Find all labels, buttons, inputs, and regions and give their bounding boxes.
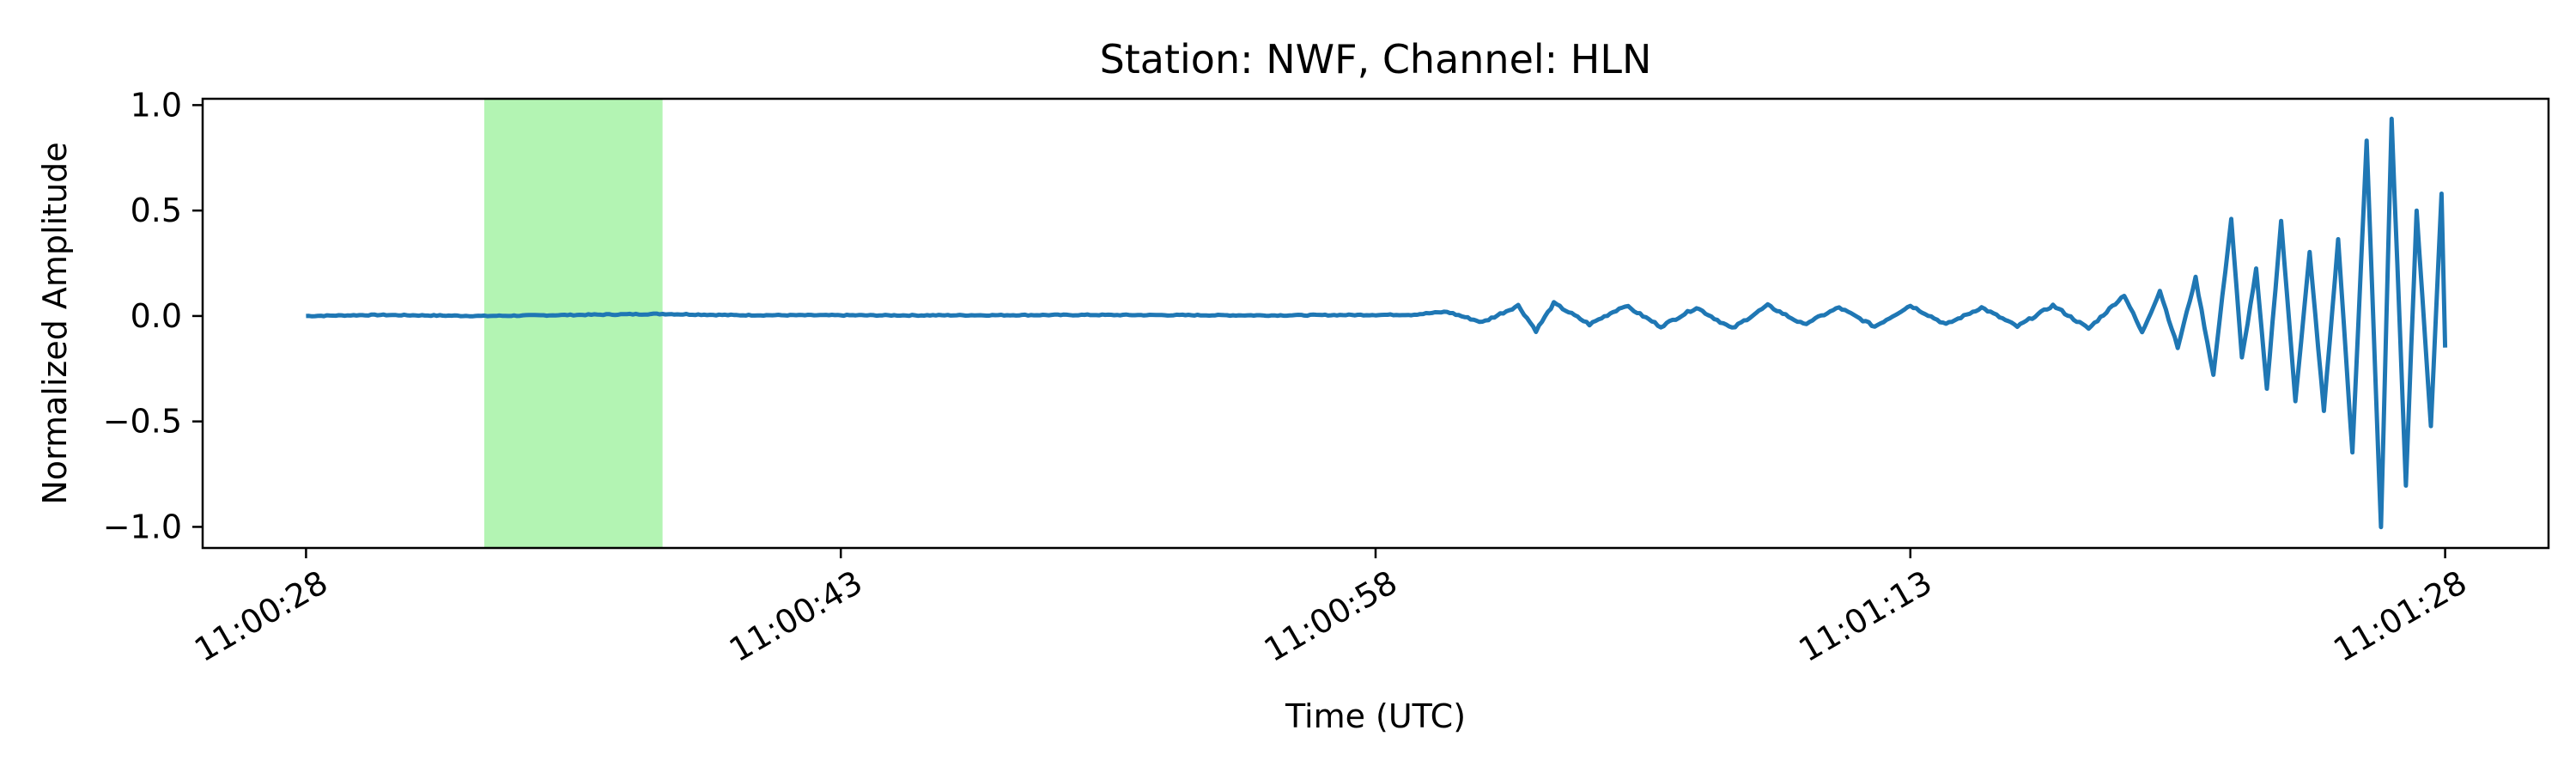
- highlight-region: [484, 99, 663, 548]
- y-tick-label: 0.5: [131, 192, 182, 229]
- y-axis-label: Normalized Amplitude: [36, 142, 74, 504]
- y-tick-label: −1.0: [103, 508, 182, 545]
- y-tick-label: −0.5: [103, 403, 182, 441]
- chart-title: Station: NWF, Channel: HLN: [1100, 36, 1652, 82]
- y-tick-label: 0.0: [131, 297, 182, 335]
- x-axis-label: Time (UTC): [1285, 697, 1466, 735]
- series-line: [306, 116, 2448, 530]
- y-tick-label: 1.0: [131, 86, 182, 124]
- y-axis: −1.0 −0.5 0.0 0.5 1.0: [103, 86, 203, 545]
